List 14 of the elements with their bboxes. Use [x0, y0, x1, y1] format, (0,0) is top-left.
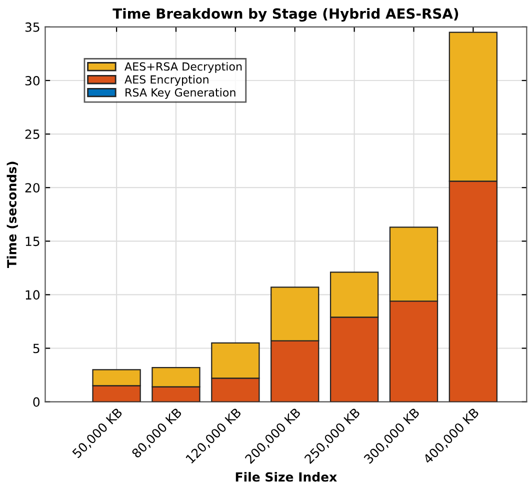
y-tick-label: 10 [26, 290, 40, 300]
y-tick-label: 20 [25, 183, 40, 193]
y-tick-label: 15 [26, 236, 40, 246]
legend-label: AES Encryption [124, 75, 208, 86]
chart-title: Time Breakdown by Stage (Hybrid AES-RSA) [112, 8, 458, 22]
legend-label: RSA Key Generation [126, 88, 236, 99]
y-tick-label: 0 [33, 397, 40, 407]
y-axis-title: Time (seconds) [6, 162, 18, 268]
y-tick-label: 25 [25, 130, 40, 139]
legend-label: AES+RSA Decryption [124, 62, 242, 73]
y-tick-label: 35 [25, 22, 40, 32]
y-tick-label: 5 [33, 344, 40, 354]
x-axis-title: File Size Index [236, 472, 337, 482]
y-tick-label: 30 [25, 76, 40, 86]
